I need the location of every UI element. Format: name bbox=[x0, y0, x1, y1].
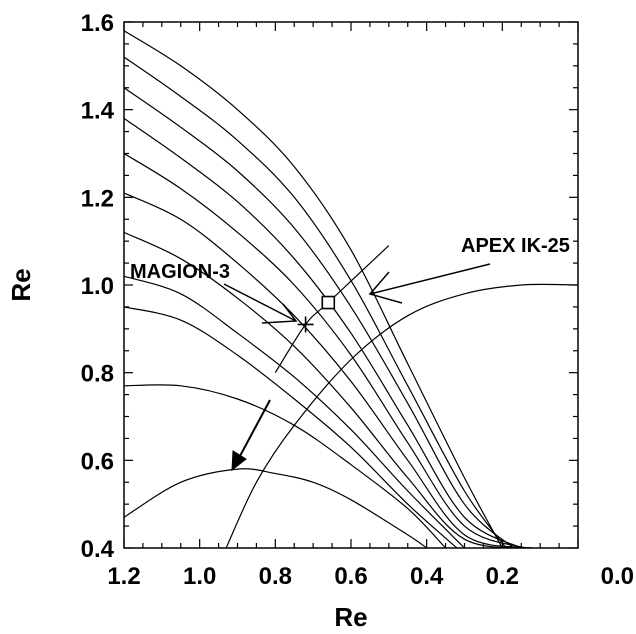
apex-ik-25-arrowhead bbox=[368, 271, 403, 304]
y-tick-label: 0.4 bbox=[81, 536, 115, 563]
apex-ik-25-marker bbox=[321, 295, 336, 310]
x-tick-label: 0.4 bbox=[410, 563, 444, 590]
field-line-11 bbox=[124, 468, 428, 548]
y-axis-title: Re bbox=[6, 268, 36, 301]
apex-ik-25-label: APEX IK-25 bbox=[461, 235, 570, 257]
field-line-5 bbox=[124, 152, 526, 548]
magion-3-label: MAGION-3 bbox=[130, 261, 230, 283]
magion-3-marker bbox=[297, 316, 314, 333]
y-tick-label: 0.8 bbox=[81, 361, 114, 388]
trajectory-line bbox=[274, 245, 390, 374]
y-tick-label: 1.6 bbox=[81, 10, 114, 37]
x-tick-labels: 1.2 1.0 0.8 0.6 0.4 0.2 0.0 bbox=[107, 563, 634, 590]
field-line-8 bbox=[124, 275, 465, 548]
x-tick-label: 0.2 bbox=[486, 563, 519, 590]
x-tick-label: 0.6 bbox=[334, 563, 367, 590]
direction-arrow bbox=[239, 399, 271, 457]
direction-arrowhead bbox=[231, 450, 247, 472]
x-axis-title: Re bbox=[334, 602, 367, 632]
field-line-3 bbox=[124, 87, 515, 548]
x-tick-label: 0.8 bbox=[259, 563, 292, 590]
y-tick-label: 1.4 bbox=[81, 98, 115, 125]
x-tick-label: 0.0 bbox=[601, 563, 634, 590]
field-lines bbox=[124, 30, 578, 548]
y-tick-label: 0.6 bbox=[81, 448, 114, 475]
x-tick-label: 1.0 bbox=[183, 563, 216, 590]
field-line-1 bbox=[124, 30, 503, 548]
axis-ticks bbox=[123, 21, 579, 549]
plot-frame bbox=[123, 21, 579, 549]
y-tick-label: 1.2 bbox=[81, 185, 114, 212]
field-line-4 bbox=[124, 117, 522, 548]
y-tick-labels: 0.4 0.6 0.8 1.0 1.2 1.4 1.6 bbox=[81, 10, 115, 563]
y-tick-label: 1.0 bbox=[81, 273, 114, 300]
annotations: MAGION-3 APEX IK-25 bbox=[130, 235, 570, 472]
x-tick-label: 1.2 bbox=[107, 563, 140, 590]
field-line-12 bbox=[225, 283, 578, 548]
magion-3-arrow bbox=[223, 283, 297, 322]
magion-3-arrowhead bbox=[261, 303, 298, 324]
field-line-2 bbox=[124, 56, 507, 548]
field-line-6 bbox=[124, 192, 529, 548]
field-line-9 bbox=[124, 306, 458, 548]
trajectory bbox=[274, 245, 390, 374]
field-line-7 bbox=[124, 231, 533, 548]
apex-ik-25-arrow bbox=[369, 263, 491, 295]
